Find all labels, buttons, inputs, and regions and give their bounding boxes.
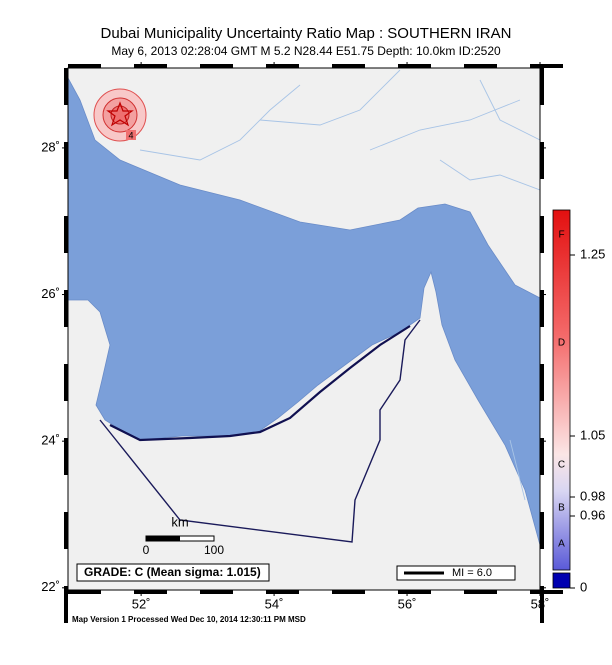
frame-bar: [266, 64, 299, 68]
lon-label: 54˚: [265, 596, 284, 611]
frame-bar: [64, 364, 68, 401]
frame-bar: [64, 586, 68, 623]
colorbar-label: 1.25: [580, 246, 605, 261]
colorbar-label: 0.96: [580, 507, 605, 522]
grade-letter: A: [558, 539, 565, 550]
frame-bar: [398, 64, 431, 68]
frame-bar: [200, 590, 233, 594]
grade-box: [76, 563, 270, 582]
frame-bar: [134, 64, 167, 68]
lat-label: 24˚: [41, 433, 60, 448]
frame-bar: [540, 512, 544, 549]
rivers: [139, 69, 540, 501]
subtitle: May 6, 2013 02:28:04 GMT M 5.2 N28.44 E5…: [111, 44, 501, 58]
frame-bar: [332, 64, 365, 68]
scale-bar: km 0 100: [143, 514, 225, 557]
lat-label: 26˚: [41, 286, 60, 301]
frame-bar: [540, 290, 544, 327]
frame-bar: [68, 64, 101, 68]
colorbar-label: 0: [580, 579, 587, 594]
grade-text: GRADE: C (Mean sigma: 1.015): [84, 565, 261, 579]
colorbar: [552, 209, 571, 571]
scale-label: 0: [143, 543, 150, 557]
frame-bar: [134, 590, 167, 594]
frame-ticks: [62, 62, 563, 623]
frame-bar: [200, 64, 233, 68]
frame-bar: [530, 64, 563, 68]
mi-box: [396, 565, 516, 581]
frame-bar: [332, 590, 365, 594]
frame-bar: [540, 364, 544, 401]
colorbar-min: [552, 572, 571, 589]
frame-bar: [530, 590, 563, 594]
lat-label: 22˚: [41, 579, 60, 594]
frame-bar: [68, 590, 101, 594]
epicenter-contours: 4: [93, 88, 147, 142]
frame-bar: [540, 586, 544, 623]
map-area: 4: [68, 68, 540, 590]
frame-bar: [540, 438, 544, 475]
gulf-water: [68, 77, 540, 546]
epicenter-star: [106, 101, 134, 127]
mi-text: MI = 6.0: [452, 567, 492, 579]
frame-bar: [464, 64, 497, 68]
lon-label: 58˚: [531, 596, 550, 611]
coastline: [109, 325, 411, 442]
scale-unit: km: [171, 514, 188, 529]
frame-bar: [64, 68, 68, 105]
frame-bar: [64, 438, 68, 475]
colorbar-label: 0.98: [580, 488, 605, 503]
map-frame: [67, 67, 541, 591]
frame-bar: [398, 590, 431, 594]
frame-bar: [540, 68, 544, 105]
colorbar-labels: 1.25 1.05 0.98 0.96 0 F D C B A: [558, 230, 605, 595]
border: [99, 319, 421, 543]
frame-bar: [64, 512, 68, 549]
frame-bar: [266, 590, 299, 594]
frame-bar: [540, 142, 544, 179]
grade-letter: F: [558, 230, 564, 241]
lon-label: 52˚: [132, 596, 151, 611]
grade-letter: B: [558, 503, 565, 514]
frame-bar: [64, 216, 68, 253]
lat-label: 28˚: [41, 139, 60, 154]
frame-bar: [64, 142, 68, 179]
colorbar-label: 1.05: [580, 427, 605, 442]
grade-letter: C: [558, 460, 565, 471]
title: Dubai Municipality Uncertainty Ratio Map…: [101, 25, 512, 42]
contour-label: 4: [128, 130, 133, 140]
grade-letter: D: [558, 338, 565, 349]
contour-label-box: [126, 130, 136, 140]
frame-bar: [64, 290, 68, 327]
frame-bar: [540, 216, 544, 253]
scale-label: 100: [204, 543, 224, 557]
lon-label: 56˚: [398, 596, 417, 611]
frame-bar: [464, 590, 497, 594]
footer: Map Version 1 Processed Wed Dec 10, 2014…: [72, 615, 306, 624]
